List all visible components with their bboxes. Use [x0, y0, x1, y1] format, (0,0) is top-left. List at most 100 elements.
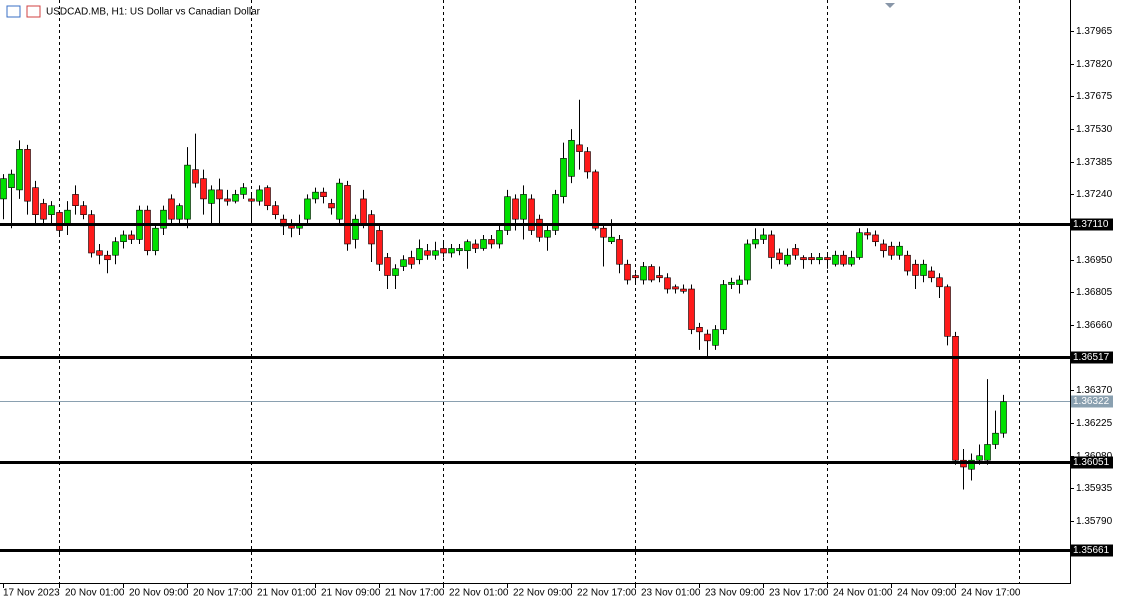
candle-body	[216, 189, 223, 200]
candle-body	[672, 286, 679, 290]
level-label: 1.36051	[1073, 457, 1110, 468]
candle-body	[72, 194, 79, 206]
candle-body	[264, 187, 271, 206]
candle-body	[696, 327, 703, 333]
candle-body	[800, 257, 807, 261]
candle-body	[376, 230, 383, 265]
candle-body	[848, 257, 855, 265]
y-tick-label: 1.36660	[1076, 320, 1113, 331]
x-tick-label: 24 Nov 09:00	[897, 588, 957, 599]
candle-body	[344, 185, 351, 245]
x-tick-label: 23 Nov 17:00	[769, 588, 829, 599]
candle-body	[304, 198, 311, 220]
x-tick-label: 22 Nov 17:00	[577, 588, 637, 599]
candle-body	[312, 191, 319, 200]
candle-body	[128, 234, 135, 240]
candle-body	[432, 250, 439, 256]
candle-body	[656, 275, 663, 279]
candle-body	[968, 459, 975, 470]
candle-body	[704, 333, 711, 342]
candle-body	[448, 248, 455, 254]
candle-body	[840, 254, 847, 265]
candle-body	[224, 198, 231, 202]
candle-body	[152, 227, 159, 252]
candle-body	[8, 173, 15, 188]
candle-body	[888, 245, 895, 256]
candle-body	[896, 245, 903, 256]
candle-body	[56, 212, 63, 231]
candle-body	[688, 288, 695, 330]
x-tick-label: 20 Nov 09:00	[129, 588, 189, 599]
last-price-label: 1.36322	[1073, 396, 1110, 407]
candle-body	[200, 178, 207, 200]
candle-body	[792, 248, 799, 256]
candle-body	[32, 187, 39, 215]
candle-body	[824, 257, 831, 261]
candle-body	[752, 239, 759, 245]
candle-body	[496, 230, 503, 245]
y-tick-label: 1.35790	[1076, 516, 1113, 527]
candle-body	[272, 205, 279, 215]
level-label: 1.35661	[1073, 545, 1110, 556]
level-label-box	[1071, 544, 1113, 557]
candle-body	[464, 241, 471, 252]
candle-body	[936, 277, 943, 288]
candle-body	[112, 241, 119, 256]
x-tick-label: 22 Nov 09:00	[513, 588, 573, 599]
candle-body	[648, 266, 655, 281]
candle-body	[368, 214, 375, 245]
candle-body	[640, 266, 647, 281]
candle-body	[96, 250, 103, 256]
level-label-box	[1071, 456, 1113, 469]
candle-body	[520, 194, 527, 220]
candle-body	[576, 144, 583, 152]
candle-body	[592, 171, 599, 229]
y-tick-label: 1.37385	[1076, 157, 1113, 168]
candle-body	[680, 288, 687, 292]
icon	[26, 5, 41, 18]
symbol-icons	[6, 5, 41, 18]
candle-body	[1000, 401, 1007, 434]
candle-body	[184, 164, 191, 220]
last-price-box	[1071, 395, 1113, 408]
candle-body	[384, 257, 391, 276]
candle-body	[808, 257, 815, 261]
candle-body	[928, 270, 935, 279]
candle-body	[720, 284, 727, 330]
level-label: 1.36517	[1073, 352, 1110, 363]
candle-body	[192, 169, 199, 184]
candle-body	[64, 209, 71, 224]
candle-body	[0, 178, 7, 200]
candle-body	[992, 432, 999, 445]
candle-body	[864, 232, 871, 236]
candle-body	[48, 205, 55, 215]
candle-body	[760, 234, 767, 240]
candle-body	[480, 239, 487, 249]
candle-body	[456, 248, 463, 252]
candle-body	[536, 218, 543, 238]
y-tick-label: 1.36225	[1076, 418, 1113, 429]
candle-body	[232, 194, 239, 202]
candle-body	[424, 250, 431, 256]
y-tick-label: 1.36370	[1076, 385, 1113, 396]
candle-body	[240, 187, 247, 195]
y-tick-label: 1.37240	[1076, 189, 1113, 200]
candle-body	[616, 239, 623, 265]
y-tick-label: 1.35935	[1076, 483, 1113, 494]
candle-body	[360, 198, 367, 224]
level-label-box	[1071, 218, 1113, 231]
candle-body	[512, 198, 519, 220]
x-tick-label: 21 Nov 01:00	[257, 588, 317, 599]
candle-body	[976, 455, 983, 461]
candle-body	[176, 205, 183, 220]
candle-body	[88, 214, 95, 254]
y-tick-label: 1.36950	[1076, 255, 1113, 266]
candle-body	[632, 275, 639, 279]
x-tick-label: 20 Nov 17:00	[193, 588, 253, 599]
y-tick-label: 1.37965	[1076, 26, 1113, 37]
candle-body	[120, 234, 127, 243]
y-tick-label: 1.37530	[1076, 124, 1113, 135]
candle-body	[784, 254, 791, 265]
y-tick-label: 1.37820	[1076, 59, 1113, 70]
candle-body	[560, 158, 567, 197]
